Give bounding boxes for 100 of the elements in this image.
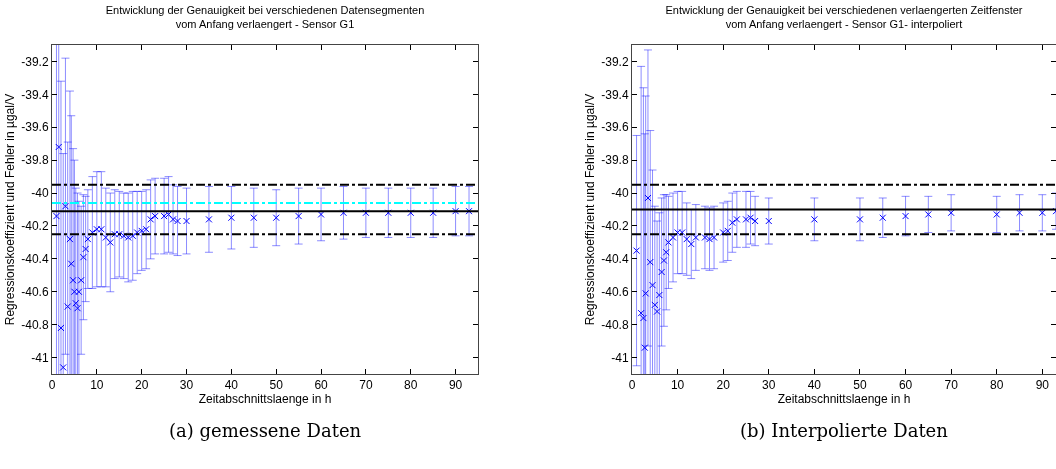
y-tick-label: -40.8 [21, 317, 49, 332]
x-tick-label: 20 [135, 378, 149, 393]
point [227, 214, 235, 222]
y-axis-title: Regressionskoeffizient und Fehler in µgal/V [582, 93, 597, 326]
point [67, 260, 75, 268]
point [102, 233, 110, 241]
point [902, 212, 910, 220]
point [55, 143, 63, 151]
x-tick-label: 90 [1035, 378, 1050, 393]
point [810, 215, 818, 223]
point [728, 219, 736, 227]
point [295, 212, 303, 220]
x-tick-label: 0 [628, 378, 636, 393]
point [683, 235, 691, 243]
point [678, 229, 686, 237]
y-tick-label: -39.2 [21, 54, 49, 69]
chart-title: Entwicklung der Genauigkeit bei verschiedenen verlaengerten Zeitfenster vom Anfang verlaengert - Sensor G1- interpoliert [665, 4, 1023, 31]
point [653, 307, 661, 315]
y-tick-label: -40.8 [601, 317, 629, 332]
y-tick-label: -40.2 [601, 219, 629, 234]
x-axis-title: Zeitabschnittslaenge in h [777, 392, 911, 407]
point [662, 248, 670, 256]
y-tick-label: -41 [611, 350, 629, 365]
point [452, 207, 460, 215]
point [205, 215, 213, 223]
point [924, 210, 932, 218]
x-tick-label: 50 [853, 378, 867, 393]
y-tick-label: -40.4 [21, 252, 49, 267]
point [52, 212, 60, 220]
x-tick-label: 70 [944, 378, 959, 393]
point [79, 253, 87, 261]
point [660, 256, 668, 264]
point [74, 304, 82, 312]
point [651, 301, 659, 309]
point [1016, 209, 1024, 217]
x-tick-label: 20 [716, 378, 731, 393]
point [641, 344, 649, 352]
point [1038, 209, 1046, 217]
point [687, 240, 695, 248]
y-tick-label: -40.6 [21, 284, 49, 299]
point [61, 202, 69, 210]
x-tick-label: 30 [762, 378, 776, 393]
y-tick-label: -39.6 [601, 120, 629, 135]
x-tick-label: 90 [448, 378, 463, 393]
point [72, 299, 80, 307]
point [765, 217, 773, 225]
point [57, 324, 65, 332]
x-tick-label: 60 [314, 378, 329, 393]
point [272, 214, 280, 222]
point [147, 215, 155, 223]
chart-title: Entwicklung der Genauigkeit bei verschiedenen Datensegmenten vom Anfang verlaengert - Sensor G1 [105, 4, 425, 31]
x-tick-label: 50 [269, 378, 284, 393]
text: (b) Interpolierte Daten [740, 420, 949, 441]
y-tick-label: -39.6 [21, 120, 49, 135]
y-tick-label: -39.4 [21, 87, 49, 102]
x-tick-label: 30 [179, 378, 194, 393]
y-tick-label: -41 [31, 350, 49, 365]
point [658, 268, 666, 276]
point [106, 238, 114, 246]
point [733, 215, 741, 223]
x-tick-label: 80 [404, 378, 418, 393]
y-tick-label: -39.8 [601, 153, 629, 168]
y-tick-label: -39.4 [601, 87, 629, 102]
point [64, 303, 72, 311]
y-tick-label: -40 [31, 186, 49, 201]
x-tick-label: 0 [48, 378, 56, 393]
x-tick-label: 10 [90, 378, 104, 393]
point [751, 217, 759, 225]
x-axis-title: Zeitabschnittslaenge in h [198, 392, 332, 407]
point [701, 233, 709, 241]
y-tick-label: -40.4 [601, 252, 629, 267]
point [639, 314, 647, 322]
point [465, 207, 473, 215]
point [856, 215, 864, 223]
point [59, 363, 67, 371]
point [82, 245, 90, 253]
point [649, 281, 657, 289]
point [642, 289, 650, 297]
y-tick-label: -39.8 [21, 153, 49, 168]
x-tick-label: 60 [898, 378, 913, 393]
y-tick-label: -39.2 [601, 54, 629, 69]
y-tick-label: -40.2 [21, 219, 49, 234]
x-tick-label: 10 [670, 378, 685, 393]
point [97, 225, 105, 233]
y-tick-label: -40 [611, 186, 629, 201]
point [633, 247, 641, 255]
x-tick-label: 80 [990, 378, 1004, 393]
point [250, 214, 258, 222]
point [646, 258, 654, 266]
point [655, 291, 663, 299]
text: (a) gemessene Daten [169, 420, 362, 441]
point [879, 214, 887, 222]
x-tick-label: 40 [807, 378, 822, 393]
y-tick-label: -40.6 [601, 284, 629, 299]
point [84, 235, 92, 243]
x-tick-label: 40 [224, 378, 239, 393]
point [66, 235, 74, 243]
point [637, 309, 645, 317]
point [993, 210, 1001, 218]
y-axis-title: Regressionskoeffizient und Fehler in µgal/V [2, 93, 17, 326]
